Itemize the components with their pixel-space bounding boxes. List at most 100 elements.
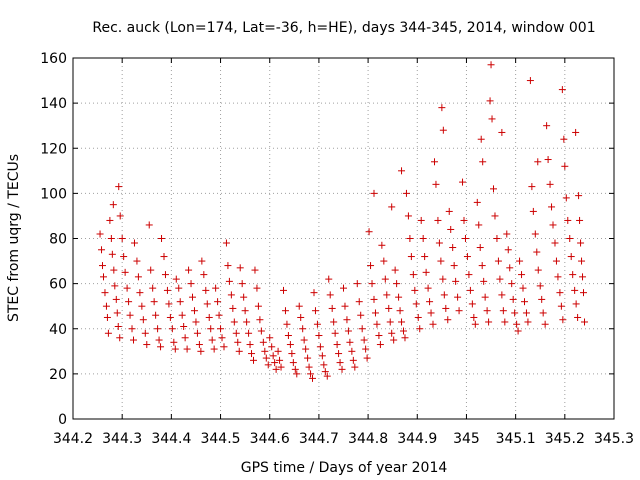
data-point [344, 327, 352, 335]
data-point [386, 318, 394, 326]
data-point [511, 309, 519, 317]
data-point [172, 275, 180, 283]
data-point [419, 235, 427, 242]
data-point [539, 309, 547, 317]
data-point [454, 293, 462, 301]
data-point [235, 347, 243, 355]
data-point [402, 189, 410, 197]
data-point [133, 257, 141, 265]
data-point [139, 316, 147, 324]
data-point [552, 257, 560, 265]
data-point [98, 246, 106, 254]
data-point [320, 361, 328, 369]
data-point [452, 277, 460, 285]
data-point [259, 338, 267, 346]
data-point [225, 277, 233, 285]
data-point [486, 97, 494, 105]
data-point [522, 309, 530, 317]
data-point [264, 361, 272, 369]
data-point [171, 345, 179, 353]
data-point [315, 332, 323, 340]
data-point [466, 286, 474, 294]
data-point [109, 201, 117, 209]
data-point [531, 230, 539, 238]
data-point [445, 207, 453, 215]
data-point [459, 178, 467, 186]
data-point [432, 180, 440, 188]
data-point [455, 307, 463, 315]
data-point [307, 370, 315, 378]
data-point [96, 230, 104, 238]
data-point [360, 336, 368, 344]
x-tick-label: 344.6 [250, 431, 290, 447]
data-point [396, 307, 404, 315]
data-point [227, 291, 235, 299]
data-point [220, 343, 228, 351]
data-point [499, 307, 507, 315]
data-point [357, 311, 365, 319]
data-point [116, 212, 124, 220]
data-point [99, 262, 107, 270]
data-point [160, 253, 168, 261]
data-point [475, 221, 483, 229]
data-point [318, 352, 326, 360]
y-tick-label: 40 [49, 322, 67, 338]
data-point [202, 286, 210, 294]
data-point [529, 207, 537, 215]
data-point [385, 304, 393, 312]
data-point [104, 329, 112, 337]
data-point [205, 313, 213, 321]
data-point [393, 280, 401, 288]
data-point [262, 354, 270, 362]
data-point [197, 347, 205, 355]
data-point [514, 327, 522, 335]
data-point [193, 329, 201, 337]
data-point [348, 347, 356, 355]
data-point [232, 329, 240, 337]
data-point [340, 284, 347, 292]
data-point [288, 350, 296, 358]
data-point [412, 300, 420, 308]
data-point [368, 280, 376, 288]
data-point [498, 128, 506, 136]
data-point [326, 291, 334, 299]
x-tick-label: 344.7 [299, 431, 339, 447]
data-point [103, 313, 111, 321]
data-point [362, 345, 370, 353]
data-point [562, 194, 570, 202]
data-point [145, 221, 153, 229]
data-point [279, 286, 287, 294]
data-point [212, 284, 220, 292]
x-axis-label: GPS time / Days of year 2014 [241, 460, 448, 476]
data-point [229, 304, 237, 312]
data-point [518, 271, 526, 279]
data-point [147, 266, 155, 274]
data-point [449, 244, 457, 252]
data-point [277, 363, 285, 371]
data-point [207, 325, 215, 333]
data-point [353, 280, 361, 288]
data-point [501, 318, 509, 326]
data-point [218, 334, 226, 342]
data-point [253, 284, 261, 292]
data-point [470, 313, 478, 321]
data-point [349, 356, 357, 364]
data-point [234, 338, 242, 346]
data-point [370, 295, 378, 303]
data-point [551, 239, 559, 247]
data-point [569, 271, 577, 279]
data-point [283, 320, 291, 328]
data-point [181, 334, 189, 342]
data-point [579, 273, 587, 281]
data-point [157, 343, 165, 351]
data-point [286, 341, 294, 349]
data-point [129, 336, 137, 344]
data-point [554, 273, 562, 281]
data-point [141, 329, 149, 337]
data-point [246, 341, 254, 349]
data-point [424, 284, 432, 292]
data-point [575, 192, 583, 200]
data-point [571, 286, 579, 294]
data-point [450, 262, 458, 270]
data-point [125, 298, 133, 306]
